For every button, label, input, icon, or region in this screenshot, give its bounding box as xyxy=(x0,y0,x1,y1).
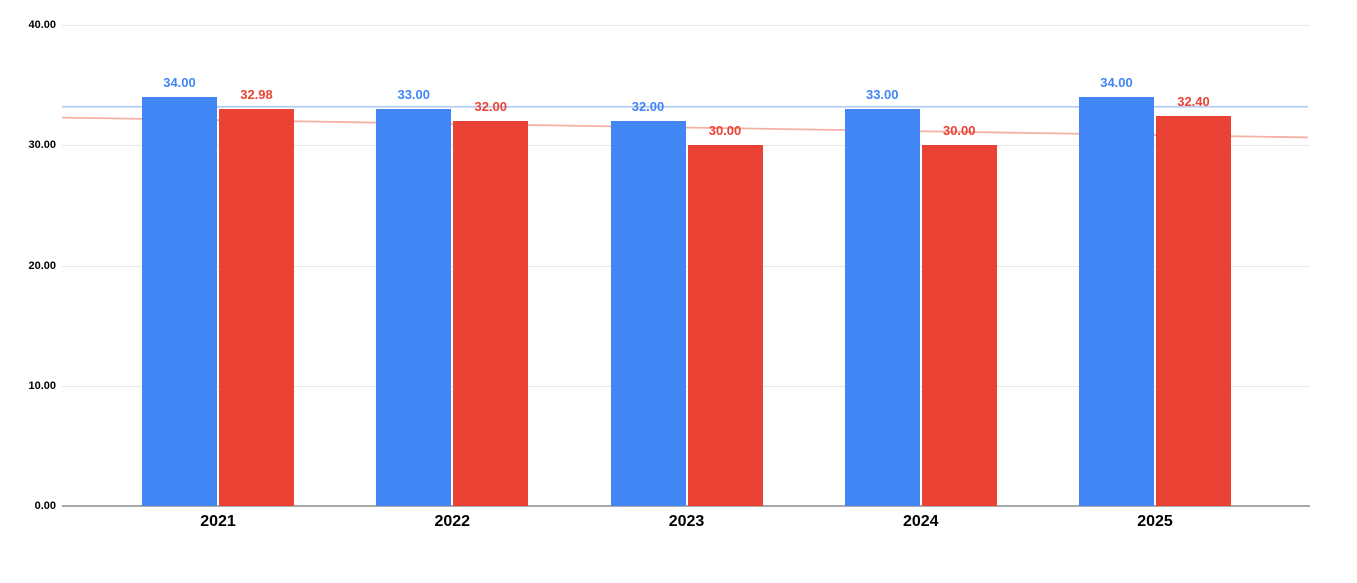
data-label-series-blue-2023: 32.00 xyxy=(631,99,665,115)
y-axis-tick-label: 0.00 xyxy=(34,500,56,512)
y-axis-tick-label: 10.00 xyxy=(28,379,56,392)
y-axis-tick-label: 30.00 xyxy=(28,139,56,152)
plot-area: 34.00 32.98 33.00 32.00 32.00 30.00 33.00 30.00… xyxy=(62,25,1310,507)
bar-series-red-2021[interactable] xyxy=(219,109,294,506)
data-label-series-red-2025: 32.40 xyxy=(1177,94,1210,110)
data-label-series-red-2021: 32.98 xyxy=(240,87,273,103)
data-label-series-blue-2024: 33.00 xyxy=(865,87,899,103)
gridline xyxy=(62,385,1310,387)
data-label-series-red-2024: 30.00 xyxy=(942,123,976,139)
bar-series-red-2024[interactable] xyxy=(921,145,997,506)
bar-series-blue-2023[interactable] xyxy=(610,121,686,506)
x-axis-tick-label-2022: 2022 xyxy=(434,513,471,530)
bar-series-red-2022[interactable] xyxy=(453,121,529,506)
gridline xyxy=(62,265,1310,267)
gridline xyxy=(62,25,1310,26)
y-axis-tick-label: 40.00 xyxy=(28,19,56,31)
data-label-series-red-2022: 32.00 xyxy=(474,99,508,115)
x-axis-tick-label-2024: 2024 xyxy=(902,513,939,530)
data-label-series-blue-2021: 34.00 xyxy=(163,75,196,91)
bar-series-red-2023[interactable] xyxy=(687,145,763,506)
data-label-series-red-2023: 30.00 xyxy=(708,123,742,139)
data-label-series-blue-2022: 33.00 xyxy=(397,87,431,103)
gridline xyxy=(62,145,1310,147)
x-axis-baseline xyxy=(62,505,1310,507)
x-axis-tick-label-2025: 2025 xyxy=(1137,513,1173,530)
bar-series-red-2025[interactable] xyxy=(1156,116,1231,506)
bar-series-blue-2021[interactable] xyxy=(142,97,217,506)
data-label-series-blue-2025: 34.00 xyxy=(1100,75,1133,91)
bar-series-blue-2022[interactable] xyxy=(376,109,452,506)
bar-series-blue-2025[interactable] xyxy=(1079,97,1154,506)
bar-series-blue-2024[interactable] xyxy=(844,109,920,506)
x-axis-tick-label-2023: 2023 xyxy=(668,513,705,530)
x-axis-tick-label-2021: 2021 xyxy=(200,513,236,530)
y-axis-tick-label: 20.00 xyxy=(28,259,56,272)
